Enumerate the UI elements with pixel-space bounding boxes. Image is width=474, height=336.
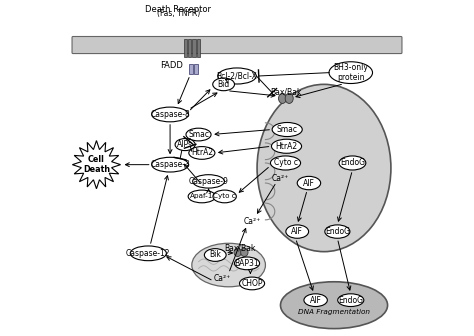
Text: Smac: Smac (188, 130, 209, 139)
Text: BH3-only
protein: BH3-only protein (333, 63, 368, 82)
Bar (189, 39, 191, 57)
Ellipse shape (297, 176, 320, 190)
Text: Cell
Death: Cell Death (83, 155, 110, 174)
Ellipse shape (272, 123, 302, 136)
Bar (197, 39, 200, 57)
Text: Bcl-2/Bcl-X: Bcl-2/Bcl-X (217, 72, 257, 81)
Text: Ca²⁺: Ca²⁺ (244, 217, 261, 226)
Ellipse shape (337, 294, 364, 306)
Ellipse shape (192, 175, 225, 188)
Text: Caspase-8: Caspase-8 (150, 110, 190, 119)
Text: Ca²⁺: Ca²⁺ (271, 174, 289, 183)
Text: Bax/Bak: Bax/Bak (225, 243, 256, 252)
Text: Cyto c: Cyto c (273, 159, 298, 167)
Ellipse shape (285, 93, 293, 103)
Text: Apaf-1: Apaf-1 (190, 194, 214, 200)
Ellipse shape (279, 93, 286, 103)
Text: Caspase-9: Caspase-9 (189, 177, 228, 186)
Ellipse shape (234, 248, 241, 256)
Ellipse shape (152, 107, 189, 122)
Text: Bax/Bak: Bax/Bak (270, 87, 301, 96)
Ellipse shape (213, 78, 235, 91)
Text: Caspase-12: Caspase-12 (126, 249, 171, 258)
Text: EndoG: EndoG (338, 296, 363, 305)
Bar (192, 39, 195, 57)
Text: (Fas, TNFR): (Fas, TNFR) (157, 9, 200, 18)
Bar (184, 39, 188, 57)
Text: BAP31: BAP31 (235, 259, 259, 268)
Ellipse shape (241, 248, 248, 256)
Ellipse shape (189, 146, 215, 159)
Text: FADD: FADD (160, 61, 183, 71)
Ellipse shape (257, 84, 391, 252)
Text: EndoG: EndoG (325, 227, 350, 236)
Text: AIPs: AIPs (177, 140, 193, 149)
Ellipse shape (271, 156, 301, 170)
Text: Cyto c: Cyto c (213, 194, 236, 200)
Text: Smac: Smac (277, 125, 298, 134)
Ellipse shape (152, 157, 189, 172)
Text: Bid: Bid (218, 80, 230, 89)
Text: AIF: AIF (310, 296, 321, 305)
Ellipse shape (272, 139, 301, 153)
Text: AIF: AIF (303, 178, 315, 187)
Ellipse shape (130, 246, 166, 261)
Ellipse shape (218, 68, 256, 84)
Text: EndoG: EndoG (340, 159, 365, 167)
Polygon shape (73, 140, 120, 189)
Ellipse shape (213, 190, 237, 203)
Ellipse shape (329, 62, 373, 84)
Ellipse shape (239, 277, 264, 290)
Ellipse shape (192, 243, 265, 287)
Text: AIF: AIF (292, 227, 303, 236)
Text: Caspase-3: Caspase-3 (150, 160, 190, 169)
Ellipse shape (339, 156, 366, 170)
Ellipse shape (281, 282, 388, 329)
Ellipse shape (175, 138, 195, 151)
Text: HtrA2: HtrA2 (275, 142, 298, 151)
Text: CHOP: CHOP (241, 279, 263, 288)
Text: Ca²⁺: Ca²⁺ (213, 274, 230, 283)
FancyBboxPatch shape (72, 37, 402, 53)
Ellipse shape (325, 225, 350, 238)
Text: Bik: Bik (210, 251, 221, 259)
Text: HtrA2: HtrA2 (191, 149, 213, 158)
Ellipse shape (204, 249, 226, 261)
Bar (189, 64, 193, 74)
Ellipse shape (235, 257, 260, 270)
Bar (194, 64, 198, 74)
Ellipse shape (286, 225, 309, 238)
Text: Death Receptor: Death Receptor (146, 5, 211, 13)
Ellipse shape (304, 294, 328, 306)
Ellipse shape (186, 128, 211, 141)
Text: DNA Fragmentation: DNA Fragmentation (298, 309, 370, 315)
Ellipse shape (188, 190, 216, 203)
